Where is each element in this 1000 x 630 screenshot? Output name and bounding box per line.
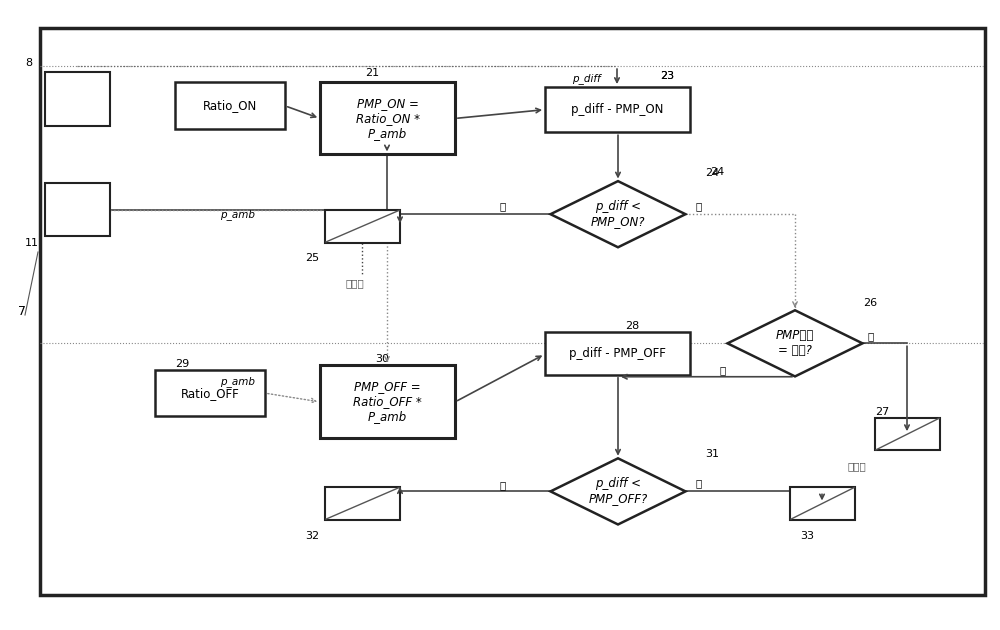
FancyBboxPatch shape bbox=[545, 87, 690, 132]
FancyBboxPatch shape bbox=[320, 365, 455, 438]
Text: p_amb: p_amb bbox=[220, 209, 255, 220]
Text: 泵关闭: 泵关闭 bbox=[848, 461, 867, 471]
Text: 25: 25 bbox=[305, 253, 319, 263]
Text: 7: 7 bbox=[18, 305, 26, 318]
FancyBboxPatch shape bbox=[325, 210, 400, 243]
FancyBboxPatch shape bbox=[320, 82, 455, 154]
Text: 24: 24 bbox=[710, 166, 724, 176]
Text: 31: 31 bbox=[705, 449, 719, 459]
FancyBboxPatch shape bbox=[45, 183, 110, 236]
Polygon shape bbox=[728, 310, 862, 376]
FancyBboxPatch shape bbox=[325, 487, 400, 520]
Text: 21: 21 bbox=[365, 67, 379, 77]
FancyBboxPatch shape bbox=[175, 82, 285, 129]
Text: 26: 26 bbox=[863, 297, 877, 307]
Polygon shape bbox=[550, 459, 686, 524]
Text: p_diff - PMP_OFF: p_diff - PMP_OFF bbox=[569, 347, 666, 360]
FancyBboxPatch shape bbox=[875, 418, 940, 450]
Text: 否: 否 bbox=[695, 201, 701, 211]
Text: 23: 23 bbox=[660, 71, 674, 81]
Text: p_diff <
PMP_OFF?: p_diff < PMP_OFF? bbox=[588, 478, 648, 505]
Text: 泵打开: 泵打开 bbox=[345, 278, 364, 289]
Text: 8: 8 bbox=[25, 58, 32, 68]
Text: p_diff: p_diff bbox=[572, 72, 601, 84]
FancyBboxPatch shape bbox=[155, 370, 265, 416]
Text: p_diff - PMP_ON: p_diff - PMP_ON bbox=[571, 103, 664, 116]
FancyBboxPatch shape bbox=[545, 332, 690, 375]
Polygon shape bbox=[550, 181, 686, 247]
Text: 否: 否 bbox=[695, 478, 701, 488]
Text: 28: 28 bbox=[625, 321, 639, 331]
Text: 23: 23 bbox=[660, 71, 674, 81]
Text: 是: 是 bbox=[500, 480, 506, 490]
Text: 24: 24 bbox=[705, 168, 719, 178]
Text: p_diff <
PMP_ON?: p_diff < PMP_ON? bbox=[591, 200, 645, 228]
Text: 否: 否 bbox=[868, 331, 874, 341]
Text: 是: 是 bbox=[720, 365, 726, 375]
Text: 33: 33 bbox=[800, 531, 814, 541]
Text: 32: 32 bbox=[305, 530, 319, 541]
FancyBboxPatch shape bbox=[45, 72, 110, 126]
Text: PMP模式
= 激活?: PMP模式 = 激活? bbox=[776, 329, 814, 357]
Text: 30: 30 bbox=[375, 354, 389, 364]
Text: 是: 是 bbox=[500, 201, 506, 211]
Text: 29: 29 bbox=[175, 358, 189, 369]
FancyBboxPatch shape bbox=[40, 28, 985, 595]
Text: 27: 27 bbox=[875, 406, 889, 416]
Text: PMP_OFF =
Ratio_OFF *
P_amb: PMP_OFF = Ratio_OFF * P_amb bbox=[353, 380, 422, 423]
Text: Ratio_OFF: Ratio_OFF bbox=[181, 387, 239, 399]
Text: p_amb: p_amb bbox=[220, 376, 255, 387]
Text: Ratio_ON: Ratio_ON bbox=[203, 99, 257, 112]
Text: PMP_ON =
Ratio_ON *
P_amb: PMP_ON = Ratio_ON * P_amb bbox=[356, 96, 420, 140]
FancyBboxPatch shape bbox=[790, 487, 855, 520]
Text: 11: 11 bbox=[25, 238, 39, 248]
